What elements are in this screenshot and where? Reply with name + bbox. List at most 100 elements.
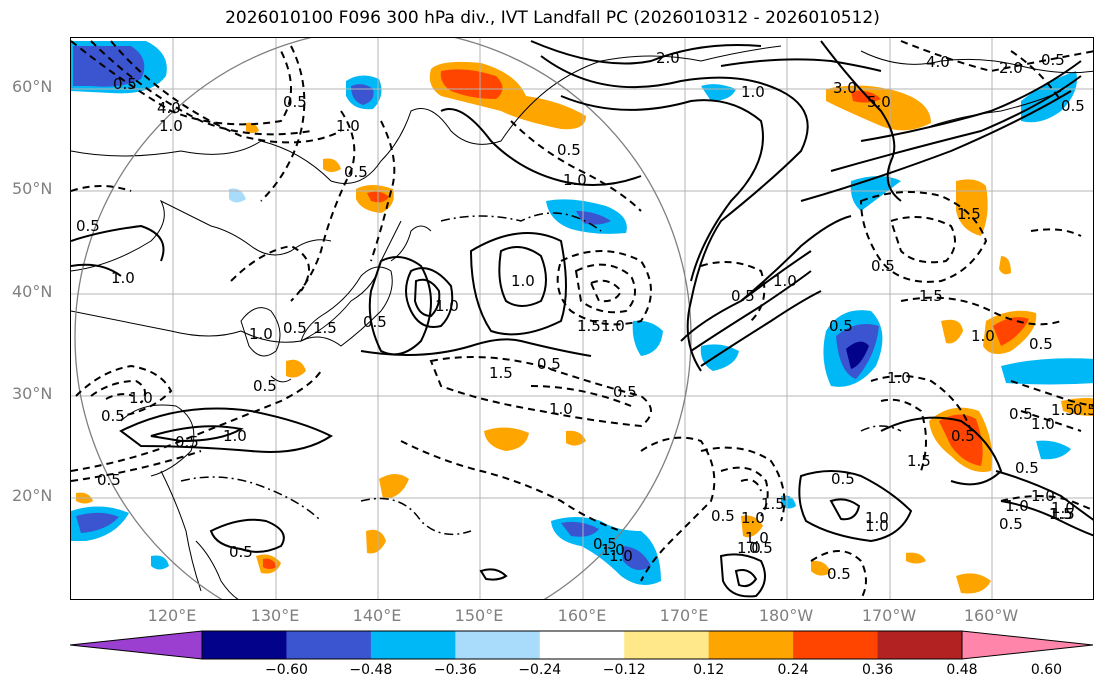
colorbar-segment	[202, 631, 287, 659]
contour-label: 1.0	[601, 317, 625, 335]
contour-label: 0.5	[711, 507, 735, 525]
contour-label: 1.0	[511, 272, 535, 290]
colorbar-segment	[455, 631, 541, 659]
colorbar-tick-label: −0.24	[518, 662, 562, 678]
contour-label: 1.0	[745, 529, 769, 547]
colorbar-tick-label: −0.60	[264, 662, 308, 678]
contour-label: 1.0	[435, 297, 459, 315]
contour-label: 0.5	[829, 317, 853, 335]
contour-label: 0.5	[253, 377, 277, 395]
positive-contours	[71, 40, 1093, 598]
contour-label: 3.0	[833, 79, 857, 97]
map-svg: 2.0 1.0 4.0 3.0 5.0 2.0 0.5 4.0 0.5 1.0 …	[71, 38, 1094, 599]
colorbar-tick-label: 0.12	[693, 662, 725, 678]
landfall-region-circle	[74, 38, 692, 599]
contour-label: 1.0	[111, 269, 135, 287]
contour-label: 0.5	[1009, 405, 1033, 423]
colorbar-segments	[70, 631, 1093, 659]
lon-label-160e: 160°E	[557, 606, 607, 625]
contour-label: 1.5	[919, 287, 943, 305]
contour-label: 1.0	[1031, 415, 1055, 433]
contour-label: 0.5	[76, 217, 100, 235]
lon-label-170e: 170°E	[659, 606, 709, 625]
contour-label: 0.5	[97, 471, 121, 489]
lon-label-140e: 140°E	[352, 606, 402, 625]
contour-label: 1.0	[887, 369, 911, 387]
contour-label: 1.0	[336, 117, 360, 135]
contour-label: 1.5	[489, 364, 513, 382]
contour-label: 1.0	[865, 517, 889, 535]
contour-label: 0.5	[831, 470, 855, 488]
contour-label: 1.0	[737, 539, 761, 557]
colorbar-segment	[624, 631, 710, 659]
lat-label-60n: 60°N	[12, 77, 53, 96]
contour-label: 0.5	[175, 433, 199, 451]
contour-label: 1.5	[1051, 401, 1075, 419]
contour-label: 0.5	[1073, 401, 1094, 419]
colorbar-tick-label: 0.24	[777, 662, 809, 678]
contour-label: 1.0	[773, 272, 797, 290]
colorbar-segment	[286, 631, 372, 659]
contour-label: 1.0	[609, 547, 633, 565]
lon-label-130e: 130°E	[250, 606, 300, 625]
contour-labels: 2.0 1.0 4.0 3.0 5.0 2.0 0.5 4.0 0.5 1.0 …	[76, 49, 1094, 583]
contour-label: 1.5	[957, 205, 981, 223]
map-panel: 2.0 1.0 4.0 3.0 5.0 2.0 0.5 4.0 0.5 1.0 …	[70, 37, 1094, 600]
negative-contours	[71, 40, 1093, 599]
lat-label-50n: 50°N	[12, 179, 53, 198]
lon-label-160w: 160°W	[963, 606, 1019, 625]
contour-label: 1.0	[741, 509, 765, 527]
contour-label: 4.0	[157, 99, 181, 117]
colorbar-tick-label: −0.36	[433, 662, 477, 678]
contour-label: 0.5	[951, 427, 975, 445]
contour-label: 1.5	[1051, 505, 1075, 523]
lon-label-150e: 150°E	[454, 606, 504, 625]
contour-label: 1.5	[1049, 505, 1073, 523]
contour-label: 0.5	[283, 93, 307, 111]
colorbar-tick-label: 0.48	[946, 662, 978, 678]
lon-label-180w: 180°W	[758, 606, 814, 625]
contour-label: 0.5	[537, 355, 561, 373]
lat-label-20n: 20°N	[12, 486, 53, 505]
contour-label: 1.0	[249, 325, 273, 343]
contour-label: 1.5	[761, 495, 785, 513]
contour-label: 0.5	[1041, 51, 1065, 69]
contour-label: 1.0	[1051, 499, 1075, 517]
lon-label-170w: 170°W	[861, 606, 917, 625]
contour-label: 0.5	[731, 287, 755, 305]
colorbar-tick-label: 0.60	[1030, 662, 1063, 678]
contour-label: 1.0	[601, 541, 625, 559]
contour-label: 1.0	[1031, 487, 1055, 505]
lat-label-40n: 40°N	[12, 282, 53, 301]
contour-label: 0.5	[593, 535, 617, 553]
contour-label: 0.5	[557, 141, 581, 159]
contour-label: 1.0	[741, 83, 765, 101]
contour-label: 1.0	[549, 400, 573, 418]
contour-label: 1.0	[971, 327, 995, 345]
contour-label: 0.5	[229, 543, 253, 561]
colorbar-segment	[877, 631, 963, 659]
contour-label: 0.5	[283, 319, 307, 337]
contour-label: 1.5	[577, 317, 601, 335]
contour-label: 2.0	[656, 49, 680, 67]
contour-label: 1.0	[865, 509, 889, 527]
contour-label: 4.0	[926, 53, 950, 71]
contour-label: 0.5	[613, 383, 637, 401]
contour-label: 0.5	[363, 313, 387, 331]
contour-label: 1.5	[313, 319, 337, 337]
contour-label: 0.5	[344, 163, 368, 181]
contour-label: 1.5	[907, 452, 931, 470]
colorbar-tick-label: −0.12	[602, 662, 646, 678]
contour-label: 1.0	[129, 389, 153, 407]
lon-label-120e: 120°E	[147, 606, 197, 625]
zero-contours	[180, 212, 902, 536]
contour-label: 0.5	[113, 75, 137, 93]
contour-label: 0.5	[1029, 335, 1053, 353]
contour-label: 0.5	[1015, 459, 1039, 477]
contour-label: 5.0	[867, 93, 891, 111]
contour-label: 1.5	[1049, 505, 1073, 523]
contour-label: 0.5	[749, 539, 773, 557]
map-title: 2026010100 F096 300 hPa div., IVT Landfa…	[225, 8, 880, 28]
colorbar-segment	[539, 631, 625, 659]
shaded-divergence	[71, 41, 1093, 594]
